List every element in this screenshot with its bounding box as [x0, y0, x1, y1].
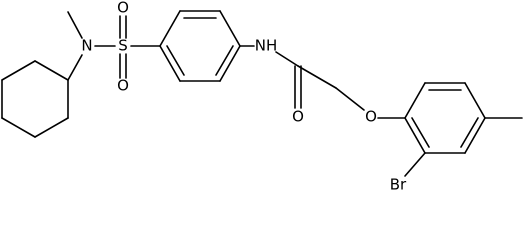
- bond: [219, 10, 241, 47]
- bonds: [1, 10, 523, 177]
- bond: [411, 117, 430, 148]
- bond: [1, 117, 36, 138]
- bond: [404, 82, 426, 119]
- structure: O O S N NH O O Br: [1, 0, 523, 194]
- atom-label: NH: [255, 37, 278, 55]
- page: O O S N NH O O Br (() => { const data = …: [1, 0, 523, 194]
- bond: [219, 45, 241, 82]
- bond: [1, 60, 36, 81]
- bond: [159, 10, 181, 47]
- bond: [34, 60, 69, 81]
- bond: [67, 54, 83, 81]
- atom-label: O: [365, 108, 377, 126]
- atom-label: N: [81, 37, 92, 55]
- bond: [464, 117, 486, 154]
- atom-label: O: [117, 77, 129, 95]
- bond: [166, 45, 185, 76]
- bond: [404, 152, 426, 177]
- atom-label: O: [292, 108, 304, 126]
- atom-labels: O O S N NH O O Br: [81, 0, 407, 194]
- bond: [460, 117, 479, 148]
- bond: [404, 117, 426, 154]
- bond: [67, 11, 83, 39]
- bond: [335, 87, 365, 111]
- bond: [275, 51, 299, 67]
- bond: [159, 45, 181, 82]
- atom-label: S: [118, 37, 128, 55]
- bond: [464, 82, 486, 119]
- atom-label: O: [117, 0, 129, 17]
- bond: [215, 45, 234, 76]
- bond: [34, 117, 69, 138]
- bond: [297, 65, 337, 89]
- atom-label: Br: [390, 176, 407, 194]
